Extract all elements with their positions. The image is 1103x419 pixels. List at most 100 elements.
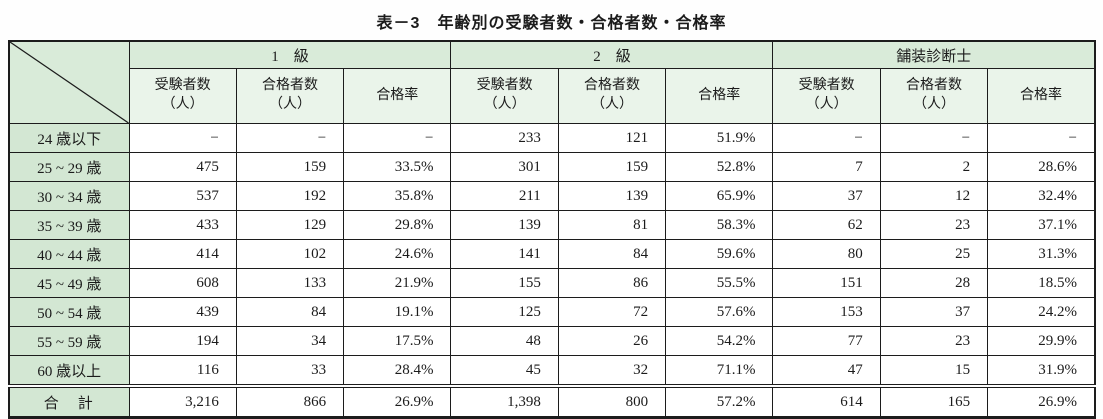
table-row: 35 ~ 39 歳 433 129 29.8% 139 81 58.3% 62 23 37.1%: [8, 210, 1096, 240]
total-data-cell: 614: [772, 384, 881, 418]
total-data-cell: 57.2%: [665, 384, 774, 418]
col-header-line1: 合格者数: [583, 78, 640, 94]
data-cell: 194: [128, 326, 237, 356]
data-cell: 37: [772, 181, 881, 211]
row-label: 35 ~ 39 歳: [8, 210, 130, 240]
diagonal-line: [10, 42, 129, 123]
table-body: 24 歳以下 − − −233 121 51.9% − − −25 ~ 29 歳 475 159 33…: [8, 123, 1096, 418]
data-cell: 537: [128, 181, 237, 211]
col-header: 受験者数 （人）: [128, 68, 237, 124]
table-row: 40 ~ 44 歳 414 102 24.6% 141 84 59.6% 80 25 31.3%: [8, 239, 1096, 269]
data-cell: 17.5%: [343, 326, 452, 356]
table-title: 表－3 年齢別の受験者数・合格者数・合格率: [376, 15, 727, 32]
data-cell: 23: [879, 210, 989, 240]
col-header-line1: 受験者数: [154, 78, 211, 94]
col-header-line2: （人）: [805, 97, 848, 112]
data-cell: 54.2%: [665, 326, 774, 356]
data-cell: 72: [557, 297, 667, 327]
col-header-line2: （人）: [912, 97, 955, 112]
col-header: 合格率: [987, 68, 1096, 124]
row-label: 45 ~ 49 歳: [8, 268, 130, 298]
total-data-cell: 1,398: [450, 384, 559, 418]
table-row: 30 ~ 34 歳 537 192 35.8% 211 139 65.9% 37 12 32.4%: [8, 181, 1096, 211]
row-label: 30 ~ 34 歳: [8, 181, 130, 211]
data-cell: 139: [450, 210, 559, 240]
table-row: 55 ~ 59 歳 194 34 17.5% 48 26 54.2% 77 23 29.9%: [8, 326, 1096, 356]
data-cell: 37: [879, 297, 989, 327]
col-header: 合格者数 （人）: [235, 68, 345, 124]
data-cell: 34: [235, 326, 345, 356]
table-row: 45 ~ 49 歳 608 133 21.9% 155 86 55.5% 151 28 18.5%: [8, 268, 1096, 298]
total-data-cell: 800: [557, 384, 667, 418]
data-cell: 2: [879, 152, 989, 182]
col-header-line1: 合格率: [376, 87, 419, 103]
data-cell: −: [987, 123, 1096, 153]
data-cell: 475: [128, 152, 237, 182]
data-cell: 141: [450, 239, 559, 269]
data-cell: 33.5%: [343, 152, 452, 182]
data-cell: 35.8%: [343, 181, 452, 211]
data-cell: 116: [128, 355, 237, 387]
col-header: 合格率: [665, 68, 774, 124]
data-cell: 159: [557, 152, 667, 182]
data-cell: 31.3%: [987, 239, 1096, 269]
data-cell: 608: [128, 268, 237, 298]
data-cell: 433: [128, 210, 237, 240]
data-cell: 7: [772, 152, 881, 182]
data-cell: 133: [235, 268, 345, 298]
data-cell: 301: [450, 152, 559, 182]
data-cell: −: [343, 123, 452, 153]
col-header-line1: 受験者数: [476, 78, 533, 94]
corner-cell: [8, 40, 130, 124]
data-cell: 45: [450, 355, 559, 387]
data-cell: 28.6%: [987, 152, 1096, 182]
data-cell: 439: [128, 297, 237, 327]
col-header-line1: 受験者数: [798, 78, 855, 94]
col-header-line1: 合格率: [698, 87, 741, 103]
data-cell: 153: [772, 297, 881, 327]
col-header: 合格率: [343, 68, 452, 124]
data-cell: 71.1%: [665, 355, 774, 387]
row-label: 24 歳以下: [8, 123, 130, 153]
data-cell: 80: [772, 239, 881, 269]
data-cell: 129: [235, 210, 345, 240]
data-cell: 28.4%: [343, 355, 452, 387]
col-header-line1: 合格者数: [905, 78, 962, 94]
data-cell: 211: [450, 181, 559, 211]
data-cell: 29.8%: [343, 210, 452, 240]
data-cell: 23: [879, 326, 989, 356]
data-cell: 29.9%: [987, 326, 1096, 356]
col-header: 受験者数 （人）: [450, 68, 559, 124]
col-header-line1: 合格者数: [261, 78, 318, 94]
data-cell: 139: [557, 181, 667, 211]
data-cell: 55.5%: [665, 268, 774, 298]
table-row: 50 ~ 54 歳 439 84 19.1% 125 72 57.6% 153 37 24.2%: [8, 297, 1096, 327]
data-cell: 65.9%: [665, 181, 774, 211]
data-cell: 12: [879, 181, 989, 211]
data-cell: 58.3%: [665, 210, 774, 240]
col-header-line2: （人）: [483, 97, 526, 112]
table-row: 24 歳以下 − − −233 121 51.9% − − −: [8, 123, 1096, 153]
data-cell: 84: [235, 297, 345, 327]
data-cell: 18.5%: [987, 268, 1096, 298]
data-cell: −: [235, 123, 345, 153]
total-data-cell: 26.9%: [987, 384, 1096, 418]
data-cell: 155: [450, 268, 559, 298]
col-header-line2: （人）: [268, 97, 311, 112]
data-cell: 52.8%: [665, 152, 774, 182]
row-label: 25 ~ 29 歳: [8, 152, 130, 182]
group-header: 2 級: [450, 40, 774, 69]
data-cell: 121: [557, 123, 667, 153]
data-cell: 159: [235, 152, 345, 182]
data-cell: 414: [128, 239, 237, 269]
data-cell: −: [772, 123, 881, 153]
data-cell: 21.9%: [343, 268, 452, 298]
table-row: 25 ~ 29 歳 475 159 33.5% 301 159 52.8% 7 2 28.6%: [8, 152, 1096, 182]
data-cell: 51.9%: [665, 123, 774, 153]
data-cell: 28: [879, 268, 989, 298]
col-header: 受験者数 （人）: [772, 68, 881, 124]
data-cell: 86: [557, 268, 667, 298]
data-cell: 57.6%: [665, 297, 774, 327]
